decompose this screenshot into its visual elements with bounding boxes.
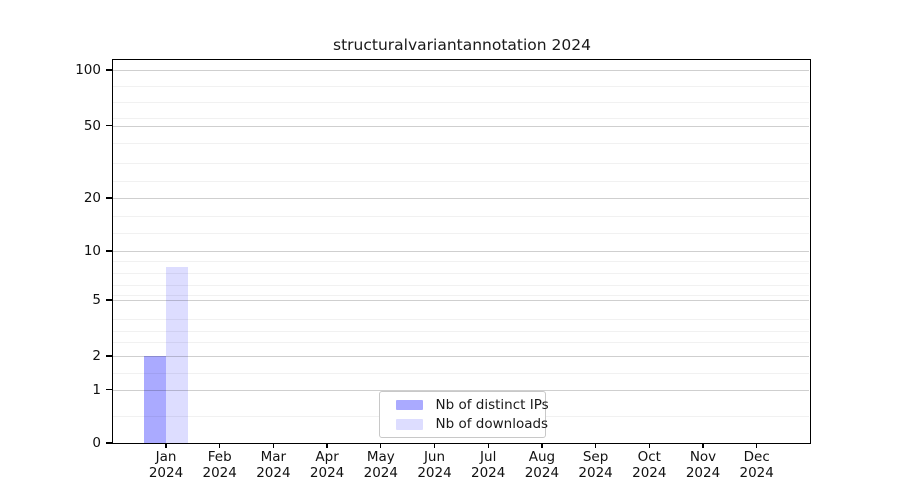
x-axis-tick [326, 443, 328, 448]
minor-gridline [113, 261, 809, 262]
minor-gridline [113, 86, 809, 87]
y-axis-tick-label: 2 [92, 348, 101, 364]
x-axis-tick-label: Apr 2024 [294, 449, 360, 481]
major-gridline [113, 125, 809, 127]
x-axis-tick-label: Sep 2024 [563, 449, 629, 481]
y-axis-tick [106, 355, 113, 357]
x-tick-month: Aug [528, 449, 556, 465]
major-gridline [113, 70, 809, 71]
x-axis-tick [594, 443, 597, 448]
minor-gridline [113, 285, 809, 286]
x-tick-month: Jan [155, 449, 177, 465]
x-tick-year: 2024 [739, 465, 774, 481]
y-axis-tick-label: 5 [92, 292, 101, 308]
x-tick-month: Apr [315, 449, 339, 465]
x-tick-month: Jun [423, 449, 446, 465]
plot-area [111, 58, 811, 444]
x-tick-year: 2024 [578, 465, 613, 481]
x-tick-year: 2024 [417, 465, 452, 481]
x-tick-month: May [366, 449, 395, 465]
y-axis-tick-label: 0 [92, 435, 101, 451]
legend-entry-downloads: Nb of downloads [395, 416, 548, 432]
y-axis-tick-label: 1 [92, 381, 101, 398]
minor-gridline [113, 273, 809, 274]
x-axis-tick [487, 443, 489, 448]
minor-gridline [113, 233, 809, 234]
x-axis-tick-label: Oct 2024 [616, 449, 682, 481]
y-axis-tick [106, 299, 113, 301]
minor-gridline [113, 373, 809, 374]
x-axis-tick-label: May 2024 [348, 449, 414, 481]
legend-label-downloads: Nb of downloads [435, 416, 549, 433]
x-tick-month: Jul [480, 449, 497, 465]
minor-gridline [113, 163, 809, 164]
x-tick-month: Nov [689, 449, 717, 465]
major-gridline [113, 300, 809, 301]
x-axis-tick [272, 443, 275, 448]
minor-gridline [113, 118, 809, 119]
x-tick-month: Dec [743, 449, 770, 465]
minor-gridline [113, 319, 809, 320]
x-axis-tick [165, 443, 167, 448]
x-axis-tick-label: Dec 2024 [724, 449, 790, 481]
x-axis-tick [541, 443, 543, 448]
major-gridline [113, 356, 809, 357]
y-axis-tick-label: 50 [83, 117, 101, 134]
x-axis-tick-label: Aug 2024 [509, 449, 575, 481]
x-tick-year: 2024 [471, 465, 506, 481]
y-axis-tick [106, 124, 113, 127]
y-axis-tick-label: 10 [83, 243, 101, 259]
legend-entry-distinct-ips: Nb of distinct IPs [395, 397, 549, 413]
y-axis-tick-label: 100 [75, 62, 101, 78]
bar-distinct-ips [144, 356, 166, 443]
x-axis-tick [756, 443, 758, 448]
y-axis-tick [106, 388, 113, 391]
minor-gridline [113, 216, 809, 217]
legend-swatch-downloads [395, 419, 423, 430]
x-axis-tick-label: Mar 2024 [240, 449, 306, 481]
x-axis-tick [648, 443, 650, 448]
x-tick-month: Oct [637, 449, 661, 465]
x-axis-tick [702, 443, 704, 448]
x-tick-year: 2024 [685, 465, 721, 481]
minor-gridline [113, 342, 809, 343]
legend: Nb of distinct IPs Nb of downloads [378, 391, 549, 438]
minor-gridline [113, 102, 809, 103]
x-axis-tick-label: Jun 2024 [402, 449, 468, 481]
x-axis-tick [219, 443, 221, 448]
minor-gridline [113, 181, 809, 182]
y-axis-tick [106, 442, 113, 444]
minor-gridline [113, 331, 809, 332]
x-tick-month: Mar [260, 449, 287, 465]
x-axis-tick-label: Nov 2024 [670, 449, 736, 481]
x-axis-tick-label: Feb 2024 [187, 449, 253, 481]
chart-title: structuralvariantannotation 2024 [333, 36, 591, 54]
major-gridline [113, 251, 809, 252]
x-axis-tick [433, 443, 436, 448]
x-tick-year: 2024 [148, 465, 184, 481]
legend-label-distinct-ips: Nb of distinct IPs [435, 396, 549, 413]
x-tick-year: 2024 [256, 465, 291, 481]
major-gridline [113, 389, 809, 391]
x-axis-tick-label: Jul 2024 [455, 449, 521, 481]
bar-downloads [166, 266, 188, 443]
major-gridline [113, 198, 809, 199]
x-tick-year: 2024 [202, 465, 237, 481]
legend-swatch-distinct-ips [395, 399, 423, 410]
x-tick-year: 2024 [632, 465, 667, 481]
x-axis-tick-label: Jan 2024 [133, 449, 199, 481]
x-tick-month: Sep [582, 449, 609, 465]
y-axis-tick [106, 69, 113, 71]
x-tick-year: 2024 [363, 465, 398, 481]
x-tick-year: 2024 [524, 465, 560, 481]
x-tick-year: 2024 [309, 465, 345, 481]
minor-gridline [113, 143, 809, 144]
x-axis-tick [380, 443, 382, 448]
y-axis-tick [106, 197, 113, 199]
y-axis-tick [106, 250, 113, 252]
minor-gridline [113, 295, 809, 296]
x-tick-month: Feb [207, 449, 232, 465]
y-axis-tick-label: 20 [83, 190, 101, 206]
